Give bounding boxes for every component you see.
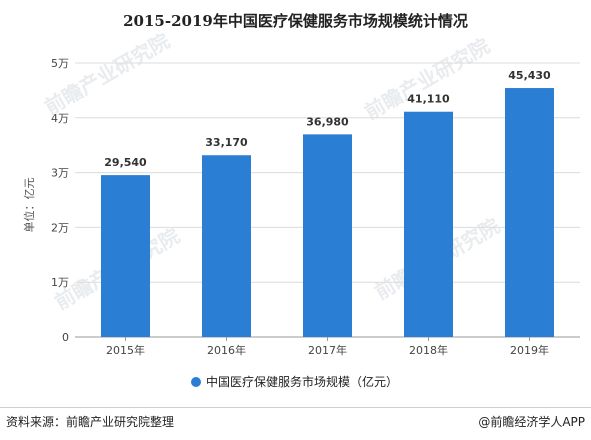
bar-chart: 前瞻产业研究院前瞻产业研究院前瞻产业研究院前瞻产业研究院 01万2万3万4万5万… [22, 29, 580, 389]
bar [202, 155, 251, 337]
brand-credit: @前瞻经济学人APP [478, 415, 585, 429]
chart-title: 2015-2019年中国医疗保健服务市场规模统计情况 [123, 12, 468, 30]
bars [101, 88, 554, 338]
data-label: 33,170 [205, 136, 248, 149]
data-label: 45,430 [508, 69, 551, 82]
bar [505, 88, 554, 337]
bar [404, 111, 453, 338]
y-axis-label: 单位：亿元 [22, 178, 36, 233]
legend-label: 中国医疗保健服务市场规模（亿元） [206, 374, 398, 389]
bar [101, 175, 150, 337]
x-tick-label: 2015年 [106, 343, 145, 357]
legend: 中国医疗保健服务市场规模（亿元） [191, 374, 398, 389]
x-tick-label: 2019年 [510, 343, 549, 357]
data-labels: 29,540 33,170 36,980 41,110 45,430 [104, 69, 551, 169]
y-tick-label: 1万 [51, 276, 69, 289]
x-tick-label: 2017年 [308, 343, 347, 357]
x-tick-label: 2016年 [207, 343, 246, 357]
bar [303, 134, 352, 337]
data-label: 41,110 [407, 93, 450, 106]
source-note: 资料来源：前瞻产业研究院整理 [6, 415, 175, 429]
x-tick-labels: 2015年 2016年 2017年 2018年 2019年 [106, 343, 549, 357]
footer-divider [0, 407, 591, 408]
data-label: 29,540 [104, 156, 147, 169]
y-tick-label: 3万 [51, 167, 69, 180]
y-tick-label: 5万 [51, 57, 69, 70]
y-tick-labels: 0 1万 2万 3万 4万 5万 [51, 57, 69, 344]
y-tick-label: 4万 [51, 112, 69, 125]
y-tick-label: 2万 [51, 221, 69, 234]
watermark-text: 前瞻产业研究院 [361, 34, 494, 125]
y-tick-label: 0 [62, 331, 69, 344]
legend-marker [191, 377, 201, 387]
watermark-text: 前瞻产业研究院 [41, 29, 174, 120]
data-label: 36,980 [306, 115, 349, 128]
x-tick-label: 2018年 [409, 343, 448, 357]
